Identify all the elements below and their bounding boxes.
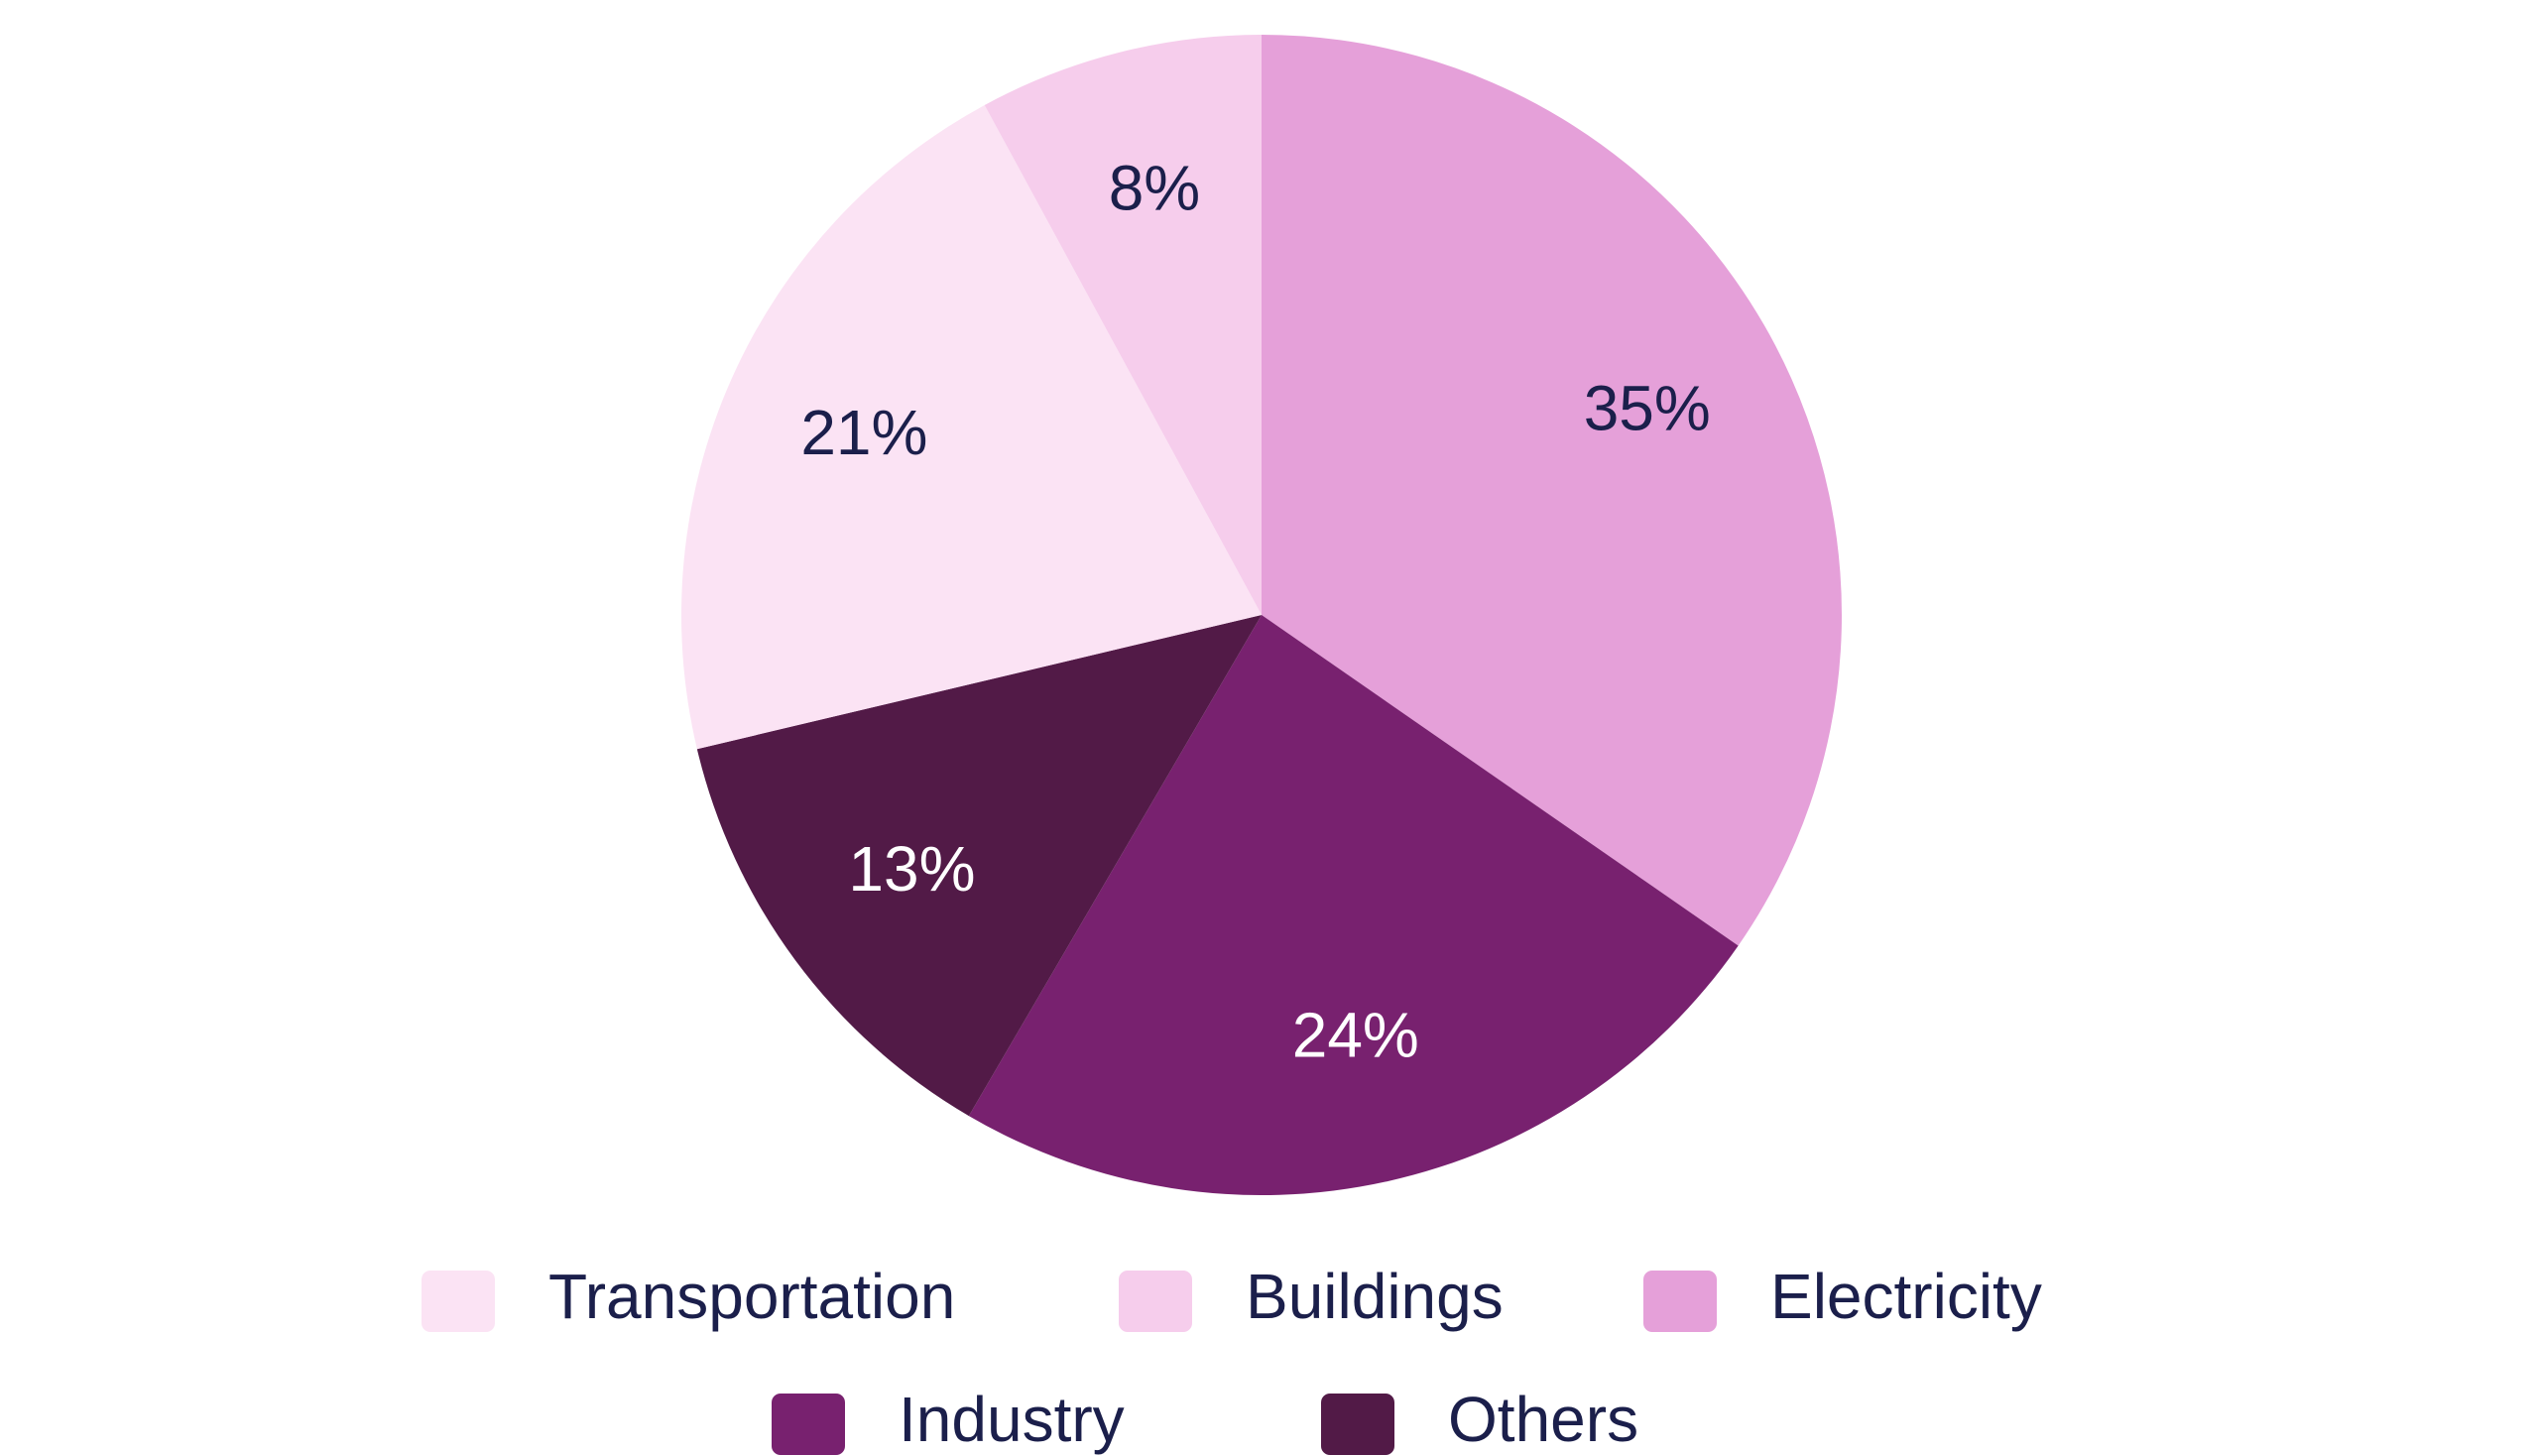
slice-value-label-others: 13% bbox=[848, 833, 975, 905]
slice-value-label-industry: 24% bbox=[1292, 999, 1419, 1070]
legend-swatch-others bbox=[1321, 1394, 1394, 1455]
legend-label-transportation: Transportation bbox=[548, 1261, 955, 1332]
legend-swatch-electricity bbox=[1643, 1271, 1717, 1332]
legend-label-others: Others bbox=[1448, 1384, 1638, 1455]
pie-slice-others bbox=[696, 615, 1262, 1117]
slice-value-label-electricity: 35% bbox=[1584, 372, 1711, 443]
pie-slices bbox=[681, 35, 1843, 1195]
slice-value-label-buildings: 8% bbox=[1109, 153, 1201, 224]
pie-slice-electricity bbox=[1262, 35, 1843, 946]
legend-item-electricity: Electricity bbox=[1643, 1261, 2042, 1332]
legend-swatch-buildings bbox=[1119, 1271, 1192, 1332]
pie-slice-industry bbox=[968, 615, 1739, 1195]
pie-slice-labels: 35% 24% 13% 21% 8% bbox=[800, 153, 1710, 1071]
legend-label-buildings: Buildings bbox=[1246, 1261, 1504, 1332]
legend-item-others: Others bbox=[1321, 1384, 1638, 1455]
legend-swatch-transportation bbox=[422, 1271, 495, 1332]
legend-label-electricity: Electricity bbox=[1770, 1261, 2042, 1332]
legend-swatch-industry bbox=[772, 1394, 845, 1455]
legend-item-transportation: Transportation bbox=[422, 1261, 955, 1332]
chart-legend: Transportation Buildings Electricity Indust… bbox=[422, 1261, 2042, 1455]
slice-value-label-transportation: 21% bbox=[800, 397, 927, 468]
pie-slice-buildings bbox=[984, 35, 1262, 615]
legend-item-industry: Industry bbox=[772, 1384, 1125, 1455]
legend-label-industry: Industry bbox=[899, 1384, 1125, 1455]
legend-item-buildings: Buildings bbox=[1119, 1261, 1504, 1332]
pie-slice-transportation bbox=[681, 104, 1262, 750]
